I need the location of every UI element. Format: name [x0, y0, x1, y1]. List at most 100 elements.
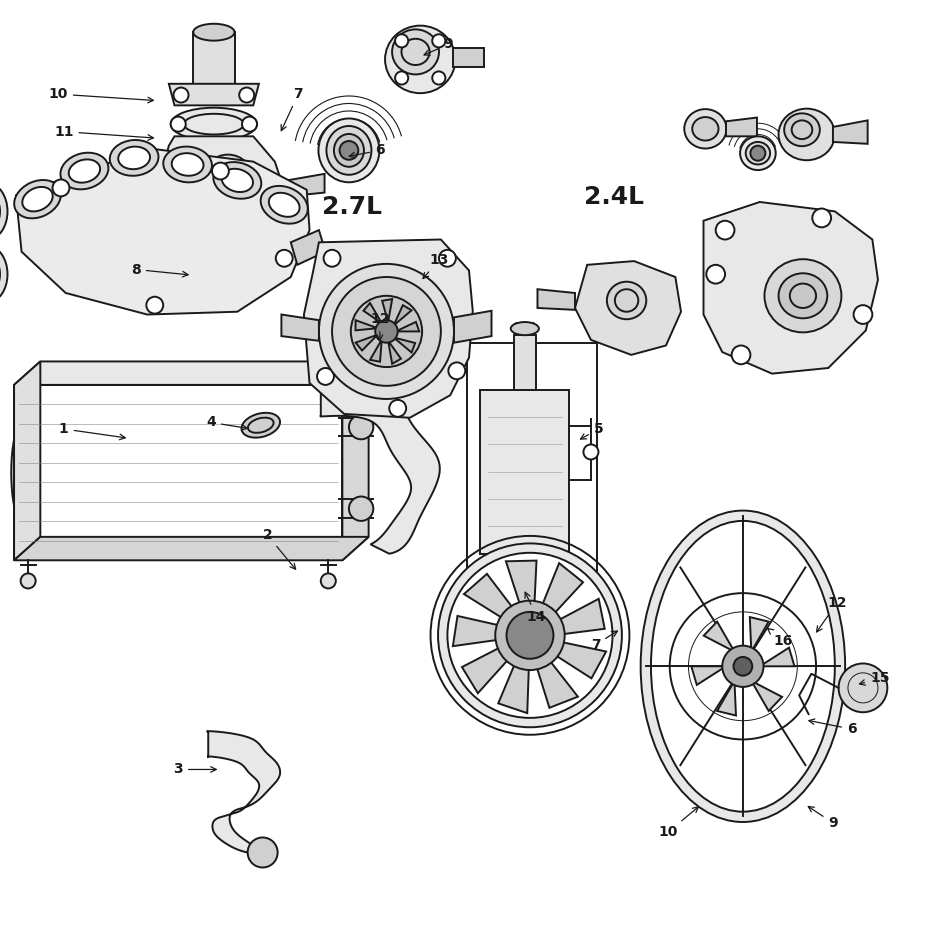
Ellipse shape	[193, 24, 234, 41]
Circle shape	[21, 574, 36, 589]
Polygon shape	[551, 599, 605, 635]
Ellipse shape	[385, 26, 455, 93]
Ellipse shape	[764, 259, 841, 333]
Circle shape	[432, 34, 446, 47]
Ellipse shape	[202, 155, 253, 207]
Text: 12: 12	[371, 312, 389, 340]
Polygon shape	[14, 385, 342, 560]
Text: 4: 4	[206, 415, 248, 430]
Text: 5: 5	[581, 422, 603, 439]
Ellipse shape	[171, 108, 257, 140]
Polygon shape	[704, 622, 734, 651]
Polygon shape	[206, 731, 280, 854]
Polygon shape	[751, 681, 782, 711]
Text: 13: 13	[423, 253, 448, 279]
Polygon shape	[169, 83, 259, 105]
Circle shape	[447, 553, 613, 718]
Polygon shape	[14, 537, 369, 560]
Ellipse shape	[651, 520, 835, 811]
Text: 7: 7	[591, 631, 617, 651]
Ellipse shape	[326, 126, 371, 174]
Circle shape	[53, 179, 69, 196]
Ellipse shape	[334, 134, 364, 167]
Circle shape	[438, 543, 622, 727]
Polygon shape	[356, 320, 378, 330]
Polygon shape	[317, 385, 440, 554]
Polygon shape	[726, 118, 757, 137]
Polygon shape	[548, 640, 606, 679]
Circle shape	[395, 71, 408, 84]
Bar	[467, 342, 597, 592]
Text: 6: 6	[809, 719, 856, 737]
Circle shape	[439, 250, 456, 266]
Ellipse shape	[641, 511, 845, 822]
Ellipse shape	[16, 442, 27, 503]
Circle shape	[734, 657, 752, 676]
Polygon shape	[291, 230, 325, 264]
Circle shape	[507, 611, 553, 659]
Circle shape	[716, 221, 734, 240]
Ellipse shape	[784, 114, 820, 146]
Text: 3: 3	[174, 762, 217, 776]
Polygon shape	[394, 337, 416, 353]
Polygon shape	[704, 202, 878, 374]
Circle shape	[395, 34, 408, 47]
Polygon shape	[370, 339, 382, 362]
Polygon shape	[760, 647, 794, 666]
Polygon shape	[464, 574, 518, 623]
Text: 14: 14	[525, 592, 546, 624]
Ellipse shape	[14, 180, 61, 218]
Ellipse shape	[221, 169, 253, 192]
Circle shape	[248, 837, 278, 867]
Ellipse shape	[163, 147, 212, 182]
Text: 11: 11	[54, 124, 154, 140]
Circle shape	[319, 264, 454, 399]
Bar	[193, 32, 234, 83]
Polygon shape	[396, 322, 419, 332]
Text: 16: 16	[767, 629, 793, 648]
Ellipse shape	[746, 142, 770, 164]
Polygon shape	[394, 305, 412, 325]
Circle shape	[321, 574, 336, 589]
Polygon shape	[304, 240, 473, 418]
Polygon shape	[356, 335, 378, 351]
Text: 9: 9	[809, 807, 838, 830]
Circle shape	[750, 146, 765, 161]
Ellipse shape	[779, 109, 835, 160]
Polygon shape	[454, 311, 492, 342]
Circle shape	[174, 87, 189, 102]
Text: 2.7L: 2.7L	[322, 194, 382, 219]
Ellipse shape	[607, 282, 646, 319]
Ellipse shape	[510, 322, 538, 336]
Polygon shape	[498, 656, 529, 713]
Text: 10: 10	[49, 87, 154, 102]
Circle shape	[324, 250, 340, 266]
Circle shape	[448, 362, 465, 379]
Polygon shape	[363, 303, 382, 323]
Polygon shape	[538, 563, 583, 620]
Ellipse shape	[11, 425, 32, 520]
Ellipse shape	[392, 29, 439, 74]
Polygon shape	[749, 617, 769, 651]
Polygon shape	[691, 666, 726, 684]
Circle shape	[212, 163, 229, 179]
Circle shape	[432, 71, 446, 84]
Polygon shape	[281, 315, 319, 340]
Polygon shape	[537, 289, 575, 310]
Circle shape	[722, 646, 764, 687]
Polygon shape	[388, 340, 401, 364]
Circle shape	[146, 297, 163, 314]
Ellipse shape	[740, 137, 776, 170]
Circle shape	[349, 415, 373, 439]
Polygon shape	[534, 654, 578, 708]
Circle shape	[332, 277, 441, 386]
Ellipse shape	[68, 159, 100, 183]
Text: 1: 1	[59, 422, 126, 440]
Text: 2.4L: 2.4L	[584, 185, 644, 210]
Circle shape	[239, 87, 254, 102]
Circle shape	[732, 345, 750, 364]
Circle shape	[340, 141, 358, 160]
Ellipse shape	[213, 162, 262, 199]
Text: 8: 8	[131, 263, 189, 277]
Circle shape	[495, 601, 565, 670]
